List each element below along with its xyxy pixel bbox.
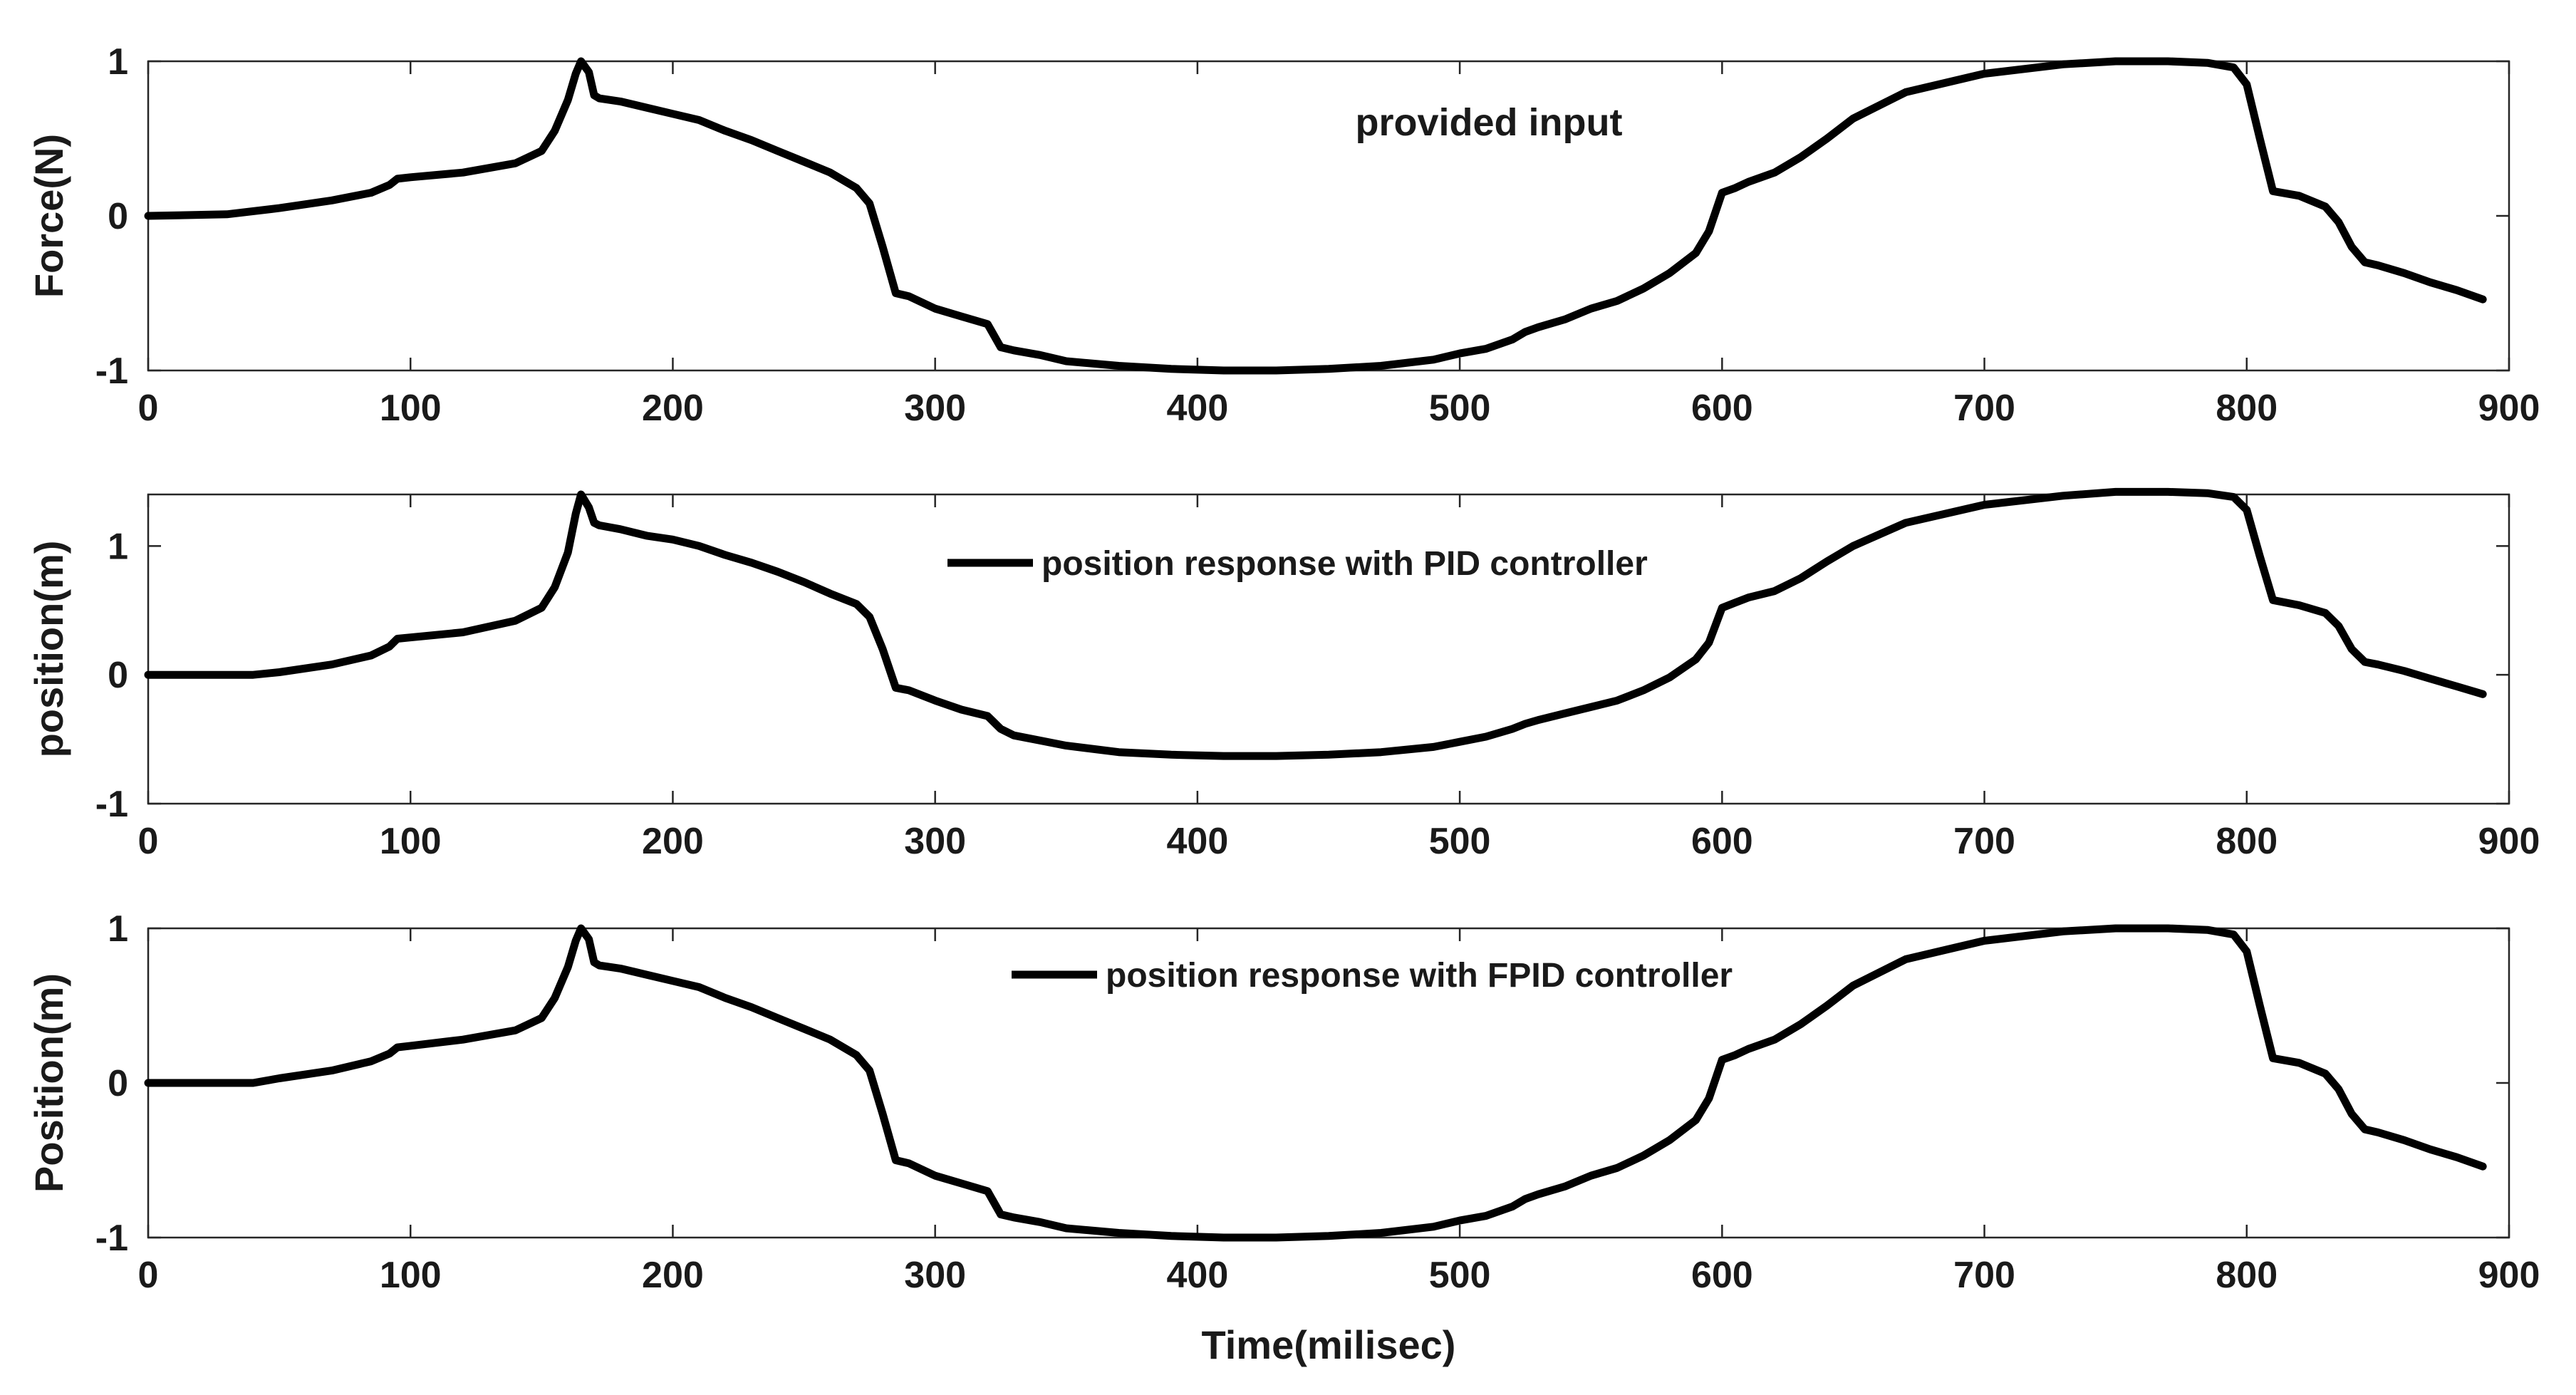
- x-tick-label: 800: [2216, 388, 2278, 429]
- x-tick-label: 800: [2216, 1255, 2278, 1296]
- y-tick-label: -1: [95, 1218, 128, 1259]
- series-line-1: [144, 487, 2487, 760]
- x-tick-label: 200: [642, 388, 704, 429]
- x-tick-label: 900: [2478, 388, 2540, 429]
- x-tick-label: 900: [2478, 1255, 2540, 1296]
- x-tick-label: 300: [904, 388, 966, 429]
- x-tick-label: 500: [1429, 388, 1491, 429]
- x-tick-label: 400: [1167, 1255, 1229, 1296]
- plot-area: [147, 927, 2510, 1239]
- x-tick-label: 100: [380, 1255, 442, 1296]
- x-tick-label: 400: [1167, 821, 1229, 862]
- x-tick-label: 700: [1953, 1255, 2015, 1296]
- annotation-text: provided input: [1356, 101, 1623, 144]
- y-tick-label: 1: [108, 908, 128, 950]
- y-axis-label: Force(N): [26, 134, 71, 298]
- y-tick-label: 1: [108, 526, 128, 567]
- legend-entry: position response with PID controller: [1042, 545, 1648, 583]
- x-tick-label: 900: [2478, 821, 2540, 862]
- x-tick-label: 300: [904, 1255, 966, 1296]
- series-line-1: [144, 57, 2487, 375]
- x-tick-label: 0: [138, 821, 159, 862]
- y-tick-label: 1: [108, 41, 128, 83]
- x-tick-label: 500: [1429, 821, 1491, 862]
- x-tick-label: 800: [2216, 821, 2278, 862]
- x-tick-label: 600: [1691, 1255, 1753, 1296]
- y-axis-label: position(m): [26, 541, 71, 758]
- x-tick-label: 500: [1429, 1255, 1491, 1296]
- panel-1: 0 100 200 300 400 500 600 700 800 900-101Force(N)…: [26, 41, 2540, 429]
- x-tick-label: 0: [138, 1255, 159, 1296]
- x-tick-label: 300: [904, 821, 966, 862]
- x-axis-label: Time(milisec): [1202, 1322, 1456, 1367]
- panel-2: 0 100 200 300 400 500 600 700 800 900-101position…: [26, 487, 2540, 862]
- x-tick-label: 0: [138, 388, 159, 429]
- x-tick-label: 400: [1167, 388, 1229, 429]
- y-tick-label: 0: [108, 196, 128, 237]
- x-tick-label: 700: [1953, 821, 2015, 862]
- x-tick-label: 100: [380, 388, 442, 429]
- x-tick-label: 100: [380, 821, 442, 862]
- plot-area: [147, 60, 2510, 372]
- x-tick-label: 600: [1691, 388, 1753, 429]
- series-line-1: [144, 924, 2487, 1242]
- y-axis-label: Position(m): [26, 973, 71, 1193]
- x-tick-label: 600: [1691, 821, 1753, 862]
- x-tick-label: 200: [642, 1255, 704, 1296]
- legend-entry: position response with FPID controller: [1106, 957, 1733, 995]
- y-tick-label: -1: [95, 351, 128, 392]
- y-tick-label: -1: [95, 784, 128, 825]
- panel-3: 0 100 200 300 400 500 600 700 800 900-101Position…: [26, 908, 2540, 1367]
- y-tick-label: 0: [108, 1063, 128, 1104]
- y-tick-label: 0: [108, 655, 128, 696]
- x-tick-label: 700: [1953, 388, 2015, 429]
- x-tick-label: 200: [642, 821, 704, 862]
